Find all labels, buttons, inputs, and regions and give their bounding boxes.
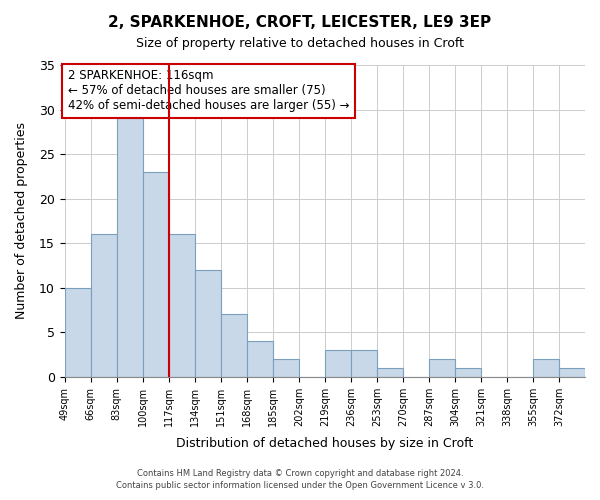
Bar — [117, 118, 143, 377]
Text: Contains HM Land Registry data © Crown copyright and database right 2024.
Contai: Contains HM Land Registry data © Crown c… — [116, 468, 484, 490]
Bar — [195, 270, 221, 377]
Text: 2 SPARKENHOE: 116sqm
← 57% of detached houses are smaller (75)
42% of semi-detac: 2 SPARKENHOE: 116sqm ← 57% of detached h… — [68, 70, 349, 112]
Bar — [273, 359, 299, 377]
Bar — [247, 341, 273, 377]
Bar — [143, 172, 169, 377]
Bar — [429, 359, 455, 377]
Y-axis label: Number of detached properties: Number of detached properties — [15, 122, 28, 320]
Bar — [377, 368, 403, 377]
Bar — [221, 314, 247, 377]
Bar — [559, 368, 585, 377]
X-axis label: Distribution of detached houses by size in Croft: Distribution of detached houses by size … — [176, 437, 473, 450]
Bar — [533, 359, 559, 377]
Bar — [325, 350, 351, 377]
Bar — [455, 368, 481, 377]
Bar — [65, 288, 91, 377]
Text: Size of property relative to detached houses in Croft: Size of property relative to detached ho… — [136, 38, 464, 51]
Bar — [169, 234, 195, 377]
Text: 2, SPARKENHOE, CROFT, LEICESTER, LE9 3EP: 2, SPARKENHOE, CROFT, LEICESTER, LE9 3EP — [109, 15, 491, 30]
Bar — [351, 350, 377, 377]
Bar — [91, 234, 117, 377]
